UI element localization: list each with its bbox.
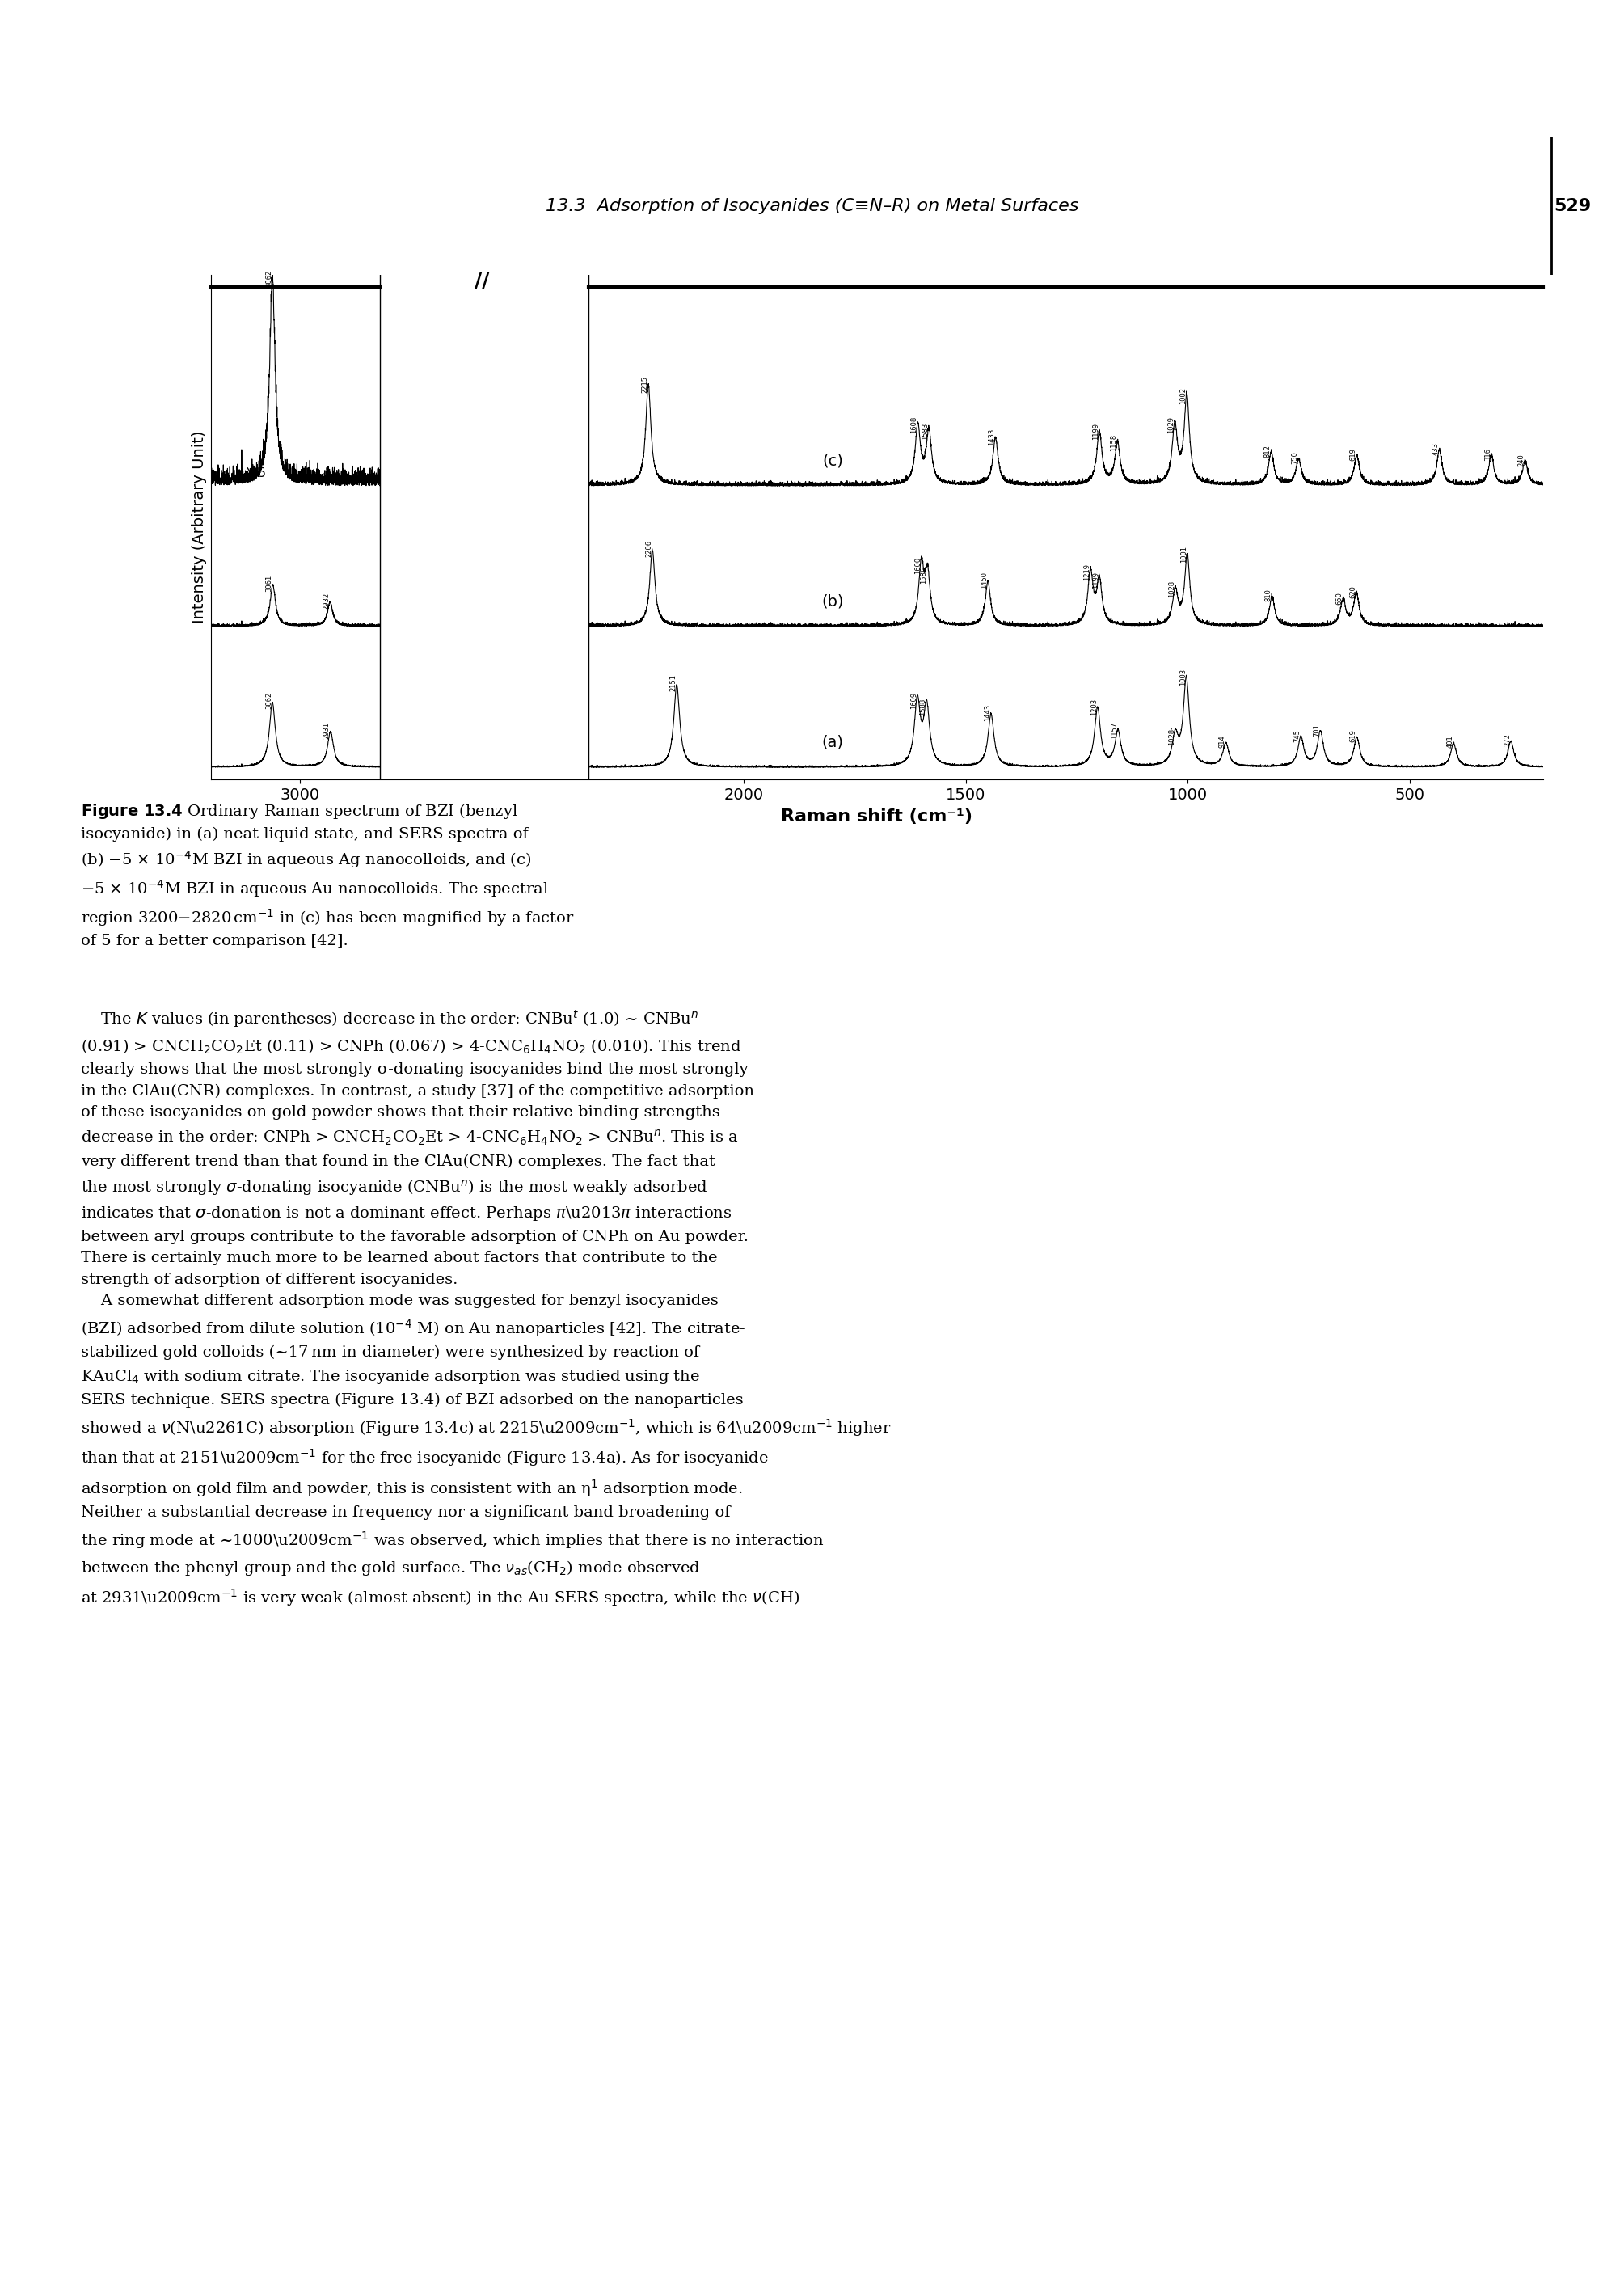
Text: 1001: 1001 xyxy=(1181,545,1187,562)
Text: 1028: 1028 xyxy=(1168,580,1176,598)
Text: 750: 750 xyxy=(1291,452,1299,465)
Text: 1588: 1588 xyxy=(919,699,927,715)
Text: 701: 701 xyxy=(1314,724,1320,736)
Text: 1199: 1199 xyxy=(1091,422,1099,440)
Text: 1583: 1583 xyxy=(922,422,929,440)
Text: (a): (a) xyxy=(822,736,843,749)
Text: 1029: 1029 xyxy=(1168,417,1174,433)
Text: 1199: 1199 xyxy=(1091,571,1099,589)
Text: 1608: 1608 xyxy=(911,417,918,433)
Text: 1003: 1003 xyxy=(1179,669,1187,685)
Text: 1203: 1203 xyxy=(1090,699,1098,715)
Text: The $K$ values (in parentheses) decrease in the order: CNBu$^t$ (1.0) ~ CNBu$^n$: The $K$ values (in parentheses) decrease… xyxy=(81,1008,892,1609)
Text: 13.3  Adsorption of Isocyanides (C≡N–R) on Metal Surfaces: 13.3 Adsorption of Isocyanides (C≡N–R) o… xyxy=(546,197,1078,215)
Text: 810: 810 xyxy=(1265,589,1272,601)
Text: 1600: 1600 xyxy=(914,557,921,575)
Text: 3061: 3061 xyxy=(266,575,273,591)
Text: X 5: X 5 xyxy=(245,468,266,479)
Text: 1028-: 1028- xyxy=(1168,727,1176,745)
Text: 272: 272 xyxy=(1504,733,1510,745)
Text: 2151: 2151 xyxy=(669,674,677,692)
Text: 1586: 1586 xyxy=(921,566,927,584)
Text: 1157: 1157 xyxy=(1111,722,1117,738)
Text: 1609: 1609 xyxy=(909,692,918,708)
Text: 812: 812 xyxy=(1263,445,1272,458)
Text: 316: 316 xyxy=(1484,447,1491,461)
Text: 620: 620 xyxy=(1350,584,1356,598)
Text: (b): (b) xyxy=(822,594,844,610)
Text: 2206: 2206 xyxy=(645,539,653,557)
Bar xyxy=(380,252,588,779)
Text: (c): (c) xyxy=(822,454,843,468)
Text: 1443: 1443 xyxy=(984,704,991,722)
Text: 2931: 2931 xyxy=(323,722,331,738)
Text: 1002: 1002 xyxy=(1179,387,1187,403)
Text: //: // xyxy=(474,270,489,291)
Text: 529: 529 xyxy=(1554,197,1592,215)
Text: 1158: 1158 xyxy=(1111,433,1117,452)
Text: 1450: 1450 xyxy=(981,571,987,589)
Text: 619: 619 xyxy=(1350,447,1356,461)
Text: 2215: 2215 xyxy=(641,376,648,392)
Text: 650: 650 xyxy=(1337,591,1343,605)
Text: 3062: 3062 xyxy=(265,692,273,708)
Text: 3062: 3062 xyxy=(265,270,273,286)
Text: 745: 745 xyxy=(1294,729,1301,743)
Text: 914: 914 xyxy=(1218,736,1226,747)
Text: $\bf{Figure\ 13.4}$ Ordinary Raman spectrum of BZI (benzyl
isocyanide) in (a) ne: $\bf{Figure\ 13.4}$ Ordinary Raman spect… xyxy=(81,802,575,949)
Text: 1433: 1433 xyxy=(989,429,996,445)
Text: 240: 240 xyxy=(1518,454,1525,468)
Text: 401: 401 xyxy=(1447,736,1453,747)
Text: 1219: 1219 xyxy=(1083,564,1090,580)
Y-axis label: Intensity (Arbitrary Unit): Intensity (Arbitrary Unit) xyxy=(192,431,206,623)
Text: 619: 619 xyxy=(1350,729,1356,743)
Text: 433: 433 xyxy=(1432,442,1439,456)
Text: 2932: 2932 xyxy=(323,594,330,610)
X-axis label: Raman shift (cm⁻¹): Raman shift (cm⁻¹) xyxy=(781,809,973,825)
